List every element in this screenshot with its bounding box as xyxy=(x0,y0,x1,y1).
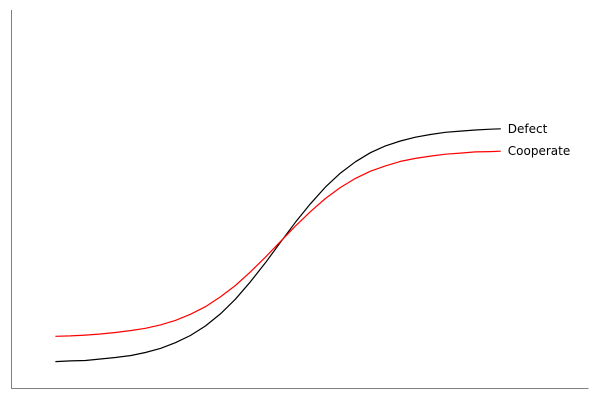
cooperate-curve xyxy=(55,150,501,337)
cooperate-series-label: Cooperate xyxy=(508,144,570,158)
defect-series-label: Defect xyxy=(508,122,548,136)
defect-curve xyxy=(55,128,501,363)
